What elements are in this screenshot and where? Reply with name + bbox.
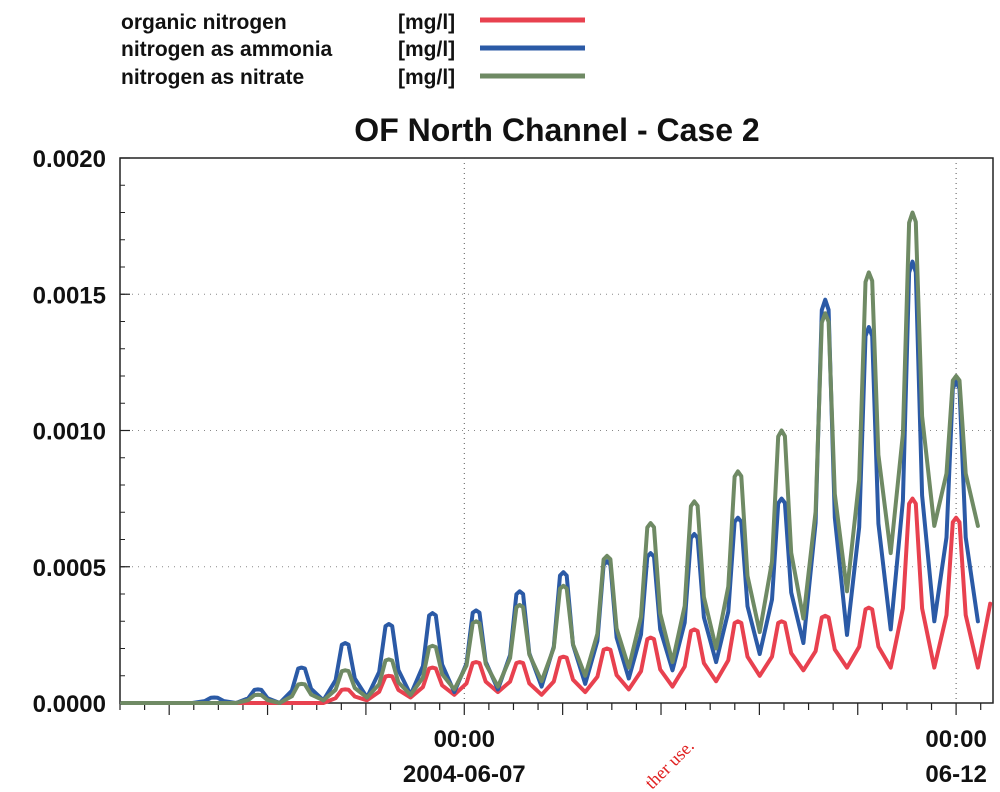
- x-tick-label-date: 06-12: [925, 761, 986, 788]
- x-tick-label-date: 2004-06-07: [403, 761, 526, 788]
- series: [120, 210, 993, 705]
- legend-label-organic: organic nitrogen: [121, 11, 287, 34]
- x-tick-label-time: 00:00: [925, 726, 986, 753]
- legend-unit-nitrate: [mg/l]: [398, 66, 455, 89]
- legend-unit-ammonia: [mg/l]: [398, 38, 455, 61]
- legend-unit-organic: [mg/l]: [398, 11, 455, 34]
- series-line-nitrogen-as-nitrate: [120, 210, 980, 705]
- legend-label-ammonia: nitrogen as ammonia: [121, 38, 333, 61]
- series-line-organic-nitrogen: [120, 496, 993, 705]
- y-tick-label: 0.0000: [33, 691, 106, 718]
- y-tick-label: 0.0010: [33, 419, 106, 446]
- legend-label-nitrate: nitrogen as nitrate: [121, 66, 304, 89]
- legend: organic nitrogen [mg/l] nitrogen as ammo…: [121, 11, 585, 89]
- chart-title: OF North Channel - Case 2: [354, 112, 759, 148]
- grid: [120, 158, 993, 703]
- y-axis-labels: 0.0000 0.0005 0.0010 0.0015 0.0020: [33, 146, 106, 718]
- y-tick-label: 0.0005: [33, 555, 106, 582]
- axis-ticks: [119, 157, 982, 715]
- x-axis-labels: 00:00 2004-06-07 00:00 06-12: [403, 726, 987, 788]
- y-tick-label: 0.0020: [33, 146, 106, 173]
- x-tick-label-time: 00:00: [434, 726, 495, 753]
- y-tick-label: 0.0015: [33, 282, 106, 309]
